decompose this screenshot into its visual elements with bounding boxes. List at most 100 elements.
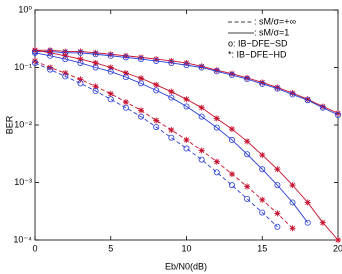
marker	[168, 126, 175, 133]
marker	[107, 64, 114, 71]
marker	[304, 219, 311, 226]
marker	[289, 199, 296, 206]
marker	[228, 136, 235, 143]
marker	[92, 83, 99, 90]
marker	[213, 67, 220, 74]
marker	[138, 80, 145, 87]
marker	[77, 59, 84, 66]
marker	[32, 49, 39, 56]
series-line	[34, 62, 278, 228]
x-tick-label: 0	[32, 243, 37, 253]
x-tick-label: 15	[257, 243, 267, 253]
marker	[274, 223, 281, 230]
marker	[138, 56, 145, 63]
marker	[77, 48, 84, 55]
marker	[62, 56, 69, 63]
marker	[107, 90, 114, 97]
y-tick-label: 10⁻²	[14, 119, 32, 129]
marker	[168, 94, 175, 101]
marker	[244, 138, 251, 145]
marker	[304, 199, 311, 206]
marker	[274, 210, 281, 217]
marker	[62, 52, 69, 59]
marker	[335, 110, 341, 117]
marker	[47, 64, 54, 71]
x-tick-label: 10	[181, 243, 191, 253]
marker	[198, 63, 205, 70]
marker	[32, 57, 38, 64]
marker	[77, 76, 84, 83]
marker	[289, 91, 296, 98]
marker	[198, 113, 205, 120]
marker	[319, 104, 326, 111]
marker	[62, 73, 69, 80]
x-axis-label: Eb/N0(dB)	[165, 261, 207, 271]
marker	[107, 51, 114, 58]
marker	[228, 126, 235, 133]
legend-label: *: IB−DFE−HD	[228, 49, 287, 59]
x-tick-label: 20	[333, 243, 342, 253]
marker	[122, 74, 129, 81]
marker	[77, 56, 84, 63]
marker	[183, 62, 190, 69]
marker	[213, 169, 220, 176]
marker	[183, 145, 190, 152]
marker	[213, 68, 220, 75]
marker	[244, 151, 251, 158]
marker	[244, 195, 251, 202]
marker	[107, 68, 114, 75]
marker	[153, 117, 160, 124]
marker	[289, 225, 296, 232]
marker	[259, 80, 266, 87]
marker	[168, 88, 175, 95]
marker	[274, 85, 281, 92]
marker	[228, 72, 235, 79]
marker	[289, 90, 296, 97]
marker	[274, 84, 281, 91]
marker	[32, 59, 39, 66]
marker	[47, 66, 54, 73]
marker	[92, 59, 99, 66]
y-tick-label: 10⁻³	[14, 177, 32, 187]
marker	[77, 80, 84, 87]
marker	[274, 182, 281, 189]
marker	[213, 115, 220, 122]
marker	[122, 99, 129, 106]
marker	[198, 147, 205, 154]
marker	[274, 166, 281, 173]
marker	[183, 103, 190, 110]
marker	[92, 64, 99, 71]
marker	[153, 56, 160, 63]
y-tick-label: 10⁰	[18, 4, 32, 14]
marker	[138, 107, 145, 114]
marker	[62, 70, 69, 77]
marker	[198, 104, 205, 111]
marker	[153, 124, 160, 131]
marker	[153, 81, 160, 88]
marker	[47, 52, 54, 59]
series-line	[35, 51, 339, 116]
marker	[122, 54, 129, 61]
marker	[168, 134, 175, 141]
legend-label: : sM/σ=1	[254, 27, 289, 37]
marker	[259, 209, 266, 216]
marker	[62, 48, 69, 55]
marker	[319, 219, 326, 226]
marker	[198, 156, 205, 163]
marker	[228, 70, 235, 77]
marker	[335, 237, 341, 243]
marker	[153, 57, 160, 64]
marker	[304, 96, 311, 103]
marker	[228, 182, 235, 189]
y-tick-label: 10⁻⁴	[13, 234, 32, 244]
marker	[244, 74, 251, 81]
marker	[259, 79, 266, 86]
marker	[244, 76, 251, 83]
marker	[259, 152, 266, 159]
marker	[213, 158, 220, 165]
marker	[138, 75, 145, 82]
plot-frame	[34, 9, 339, 241]
marker	[228, 171, 235, 178]
marker	[107, 96, 114, 103]
marker	[77, 49, 84, 56]
